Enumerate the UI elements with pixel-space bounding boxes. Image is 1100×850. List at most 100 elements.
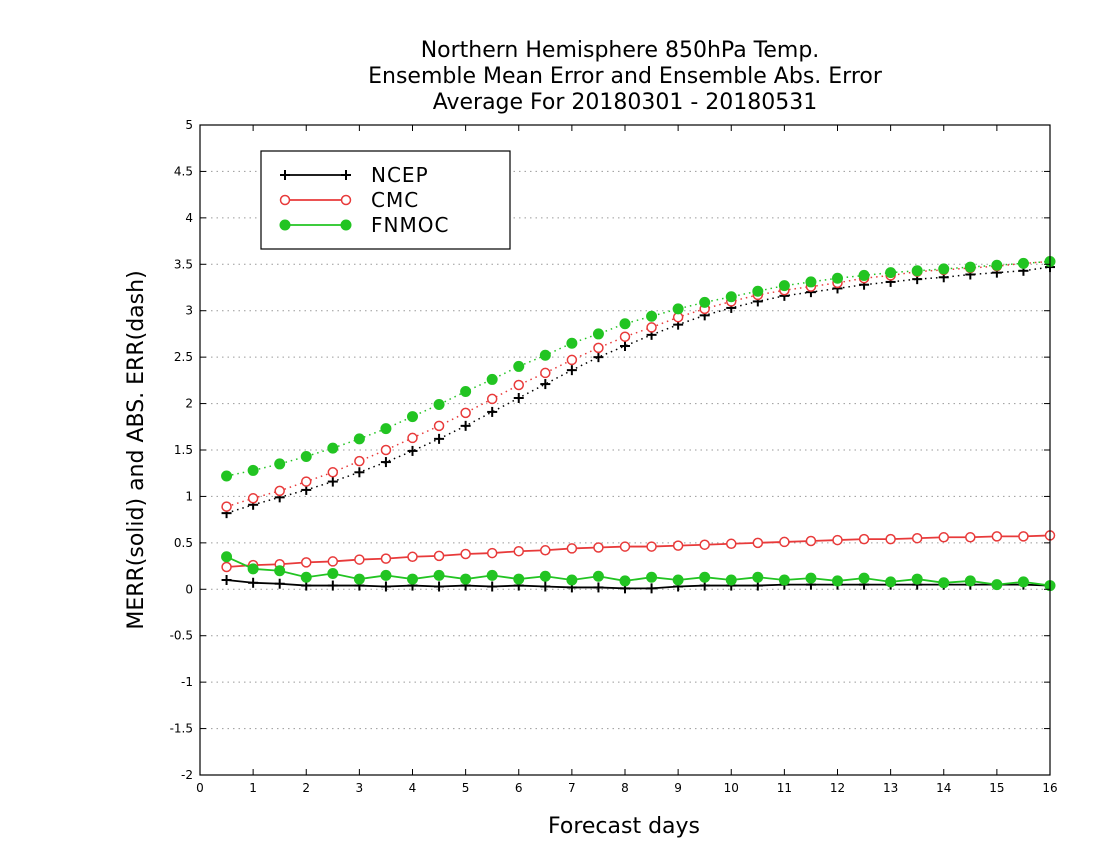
data-point-fnmoc-merr xyxy=(858,572,870,584)
x-tick-label: 6 xyxy=(515,781,523,795)
data-point-fnmoc-abs-err xyxy=(672,303,684,315)
data-point-ncep-merr xyxy=(540,581,551,592)
legend-marker xyxy=(279,219,291,231)
data-point-cmc-merr xyxy=(433,550,445,562)
data-point-fnmoc-abs-err xyxy=(911,265,923,277)
series-layer xyxy=(221,256,1056,594)
x-tick-label: 7 xyxy=(568,781,576,795)
series-line-cmc-abs-err xyxy=(226,260,1051,508)
data-point-fnmoc-merr xyxy=(486,569,498,581)
data-point-cmc-merr xyxy=(699,539,710,550)
data-point-cmc-abs-err xyxy=(486,393,498,405)
data-point-fnmoc-merr xyxy=(672,574,684,586)
data-point-fnmoc-abs-err xyxy=(460,386,472,397)
data-point-fnmoc-merr xyxy=(460,573,472,585)
x-tick-label: 14 xyxy=(936,781,951,795)
data-point-fnmoc-abs-err xyxy=(752,285,764,297)
data-point-ncep-merr xyxy=(434,581,445,592)
data-point-cmc-abs-err xyxy=(460,407,471,419)
series-line-ncep-abs-err xyxy=(226,266,1051,514)
data-point-ncep-merr xyxy=(380,581,391,592)
data-point-fnmoc-merr xyxy=(247,563,259,575)
y-axis-ticks: 5 4.5 4 3.5 3 2.5 2 1.5 1 0.5 0 -0.5 -1 -1.5 -2 xyxy=(170,118,1050,782)
data-point-cmc-abs-err xyxy=(566,354,578,366)
data-point-fnmoc-merr xyxy=(964,575,976,587)
data-point-cmc-merr xyxy=(991,531,1003,542)
data-point-fnmoc-merr xyxy=(407,573,418,585)
y-tick-label: 0.5 xyxy=(174,536,193,550)
data-point-cmc-merr xyxy=(327,556,339,567)
data-point-ncep-abs-err xyxy=(407,445,418,456)
data-point-cmc-abs-err xyxy=(593,342,604,354)
data-point-ncep-abs-err xyxy=(354,467,365,478)
legend-label: NCEP xyxy=(371,163,429,187)
title-line-1: Northern Hemisphere 850hPa Temp. xyxy=(421,38,820,63)
data-point-fnmoc-abs-err xyxy=(407,411,418,423)
data-point-fnmoc-abs-err xyxy=(725,291,737,303)
series-line-cmc-merr xyxy=(226,534,1051,568)
data-point-ncep-abs-err xyxy=(380,457,391,468)
y-tick-label: 0 xyxy=(185,582,193,596)
x-tick-label: 5 xyxy=(462,781,470,795)
y-tick-label: 1.5 xyxy=(174,443,193,457)
data-point-fnmoc-merr xyxy=(327,568,339,579)
data-point-cmc-merr xyxy=(885,533,896,545)
data-point-fnmoc-abs-err xyxy=(592,328,604,340)
data-point-fnmoc-abs-err xyxy=(274,458,286,470)
data-point-cmc-merr xyxy=(779,536,790,548)
data-point-cmc-abs-err xyxy=(327,467,339,478)
x-tick-label: 12 xyxy=(830,781,845,795)
x-tick-label: 0 xyxy=(196,781,204,795)
data-point-fnmoc-merr xyxy=(805,572,817,584)
data-point-fnmoc-abs-err xyxy=(327,442,339,454)
data-point-ncep-abs-err xyxy=(540,379,551,390)
x-tick-label: 4 xyxy=(409,781,417,795)
data-point-cmc-merr xyxy=(486,547,498,559)
data-point-ncep-merr xyxy=(221,575,232,585)
legend-marker xyxy=(340,194,352,206)
data-point-cmc-abs-err xyxy=(301,476,312,487)
data-point-fnmoc-merr xyxy=(699,571,711,583)
data-point-ncep-abs-err xyxy=(487,406,498,417)
data-point-fnmoc-merr xyxy=(778,574,790,586)
data-point-fnmoc-merr xyxy=(353,573,365,585)
data-point-fnmoc-merr xyxy=(725,574,737,586)
data-point-fnmoc-abs-err xyxy=(566,337,578,349)
x-axis-label: Forecast days xyxy=(548,814,700,839)
data-point-cmc-abs-err xyxy=(540,367,551,379)
y-tick-label: 1 xyxy=(185,489,193,503)
data-point-fnmoc-abs-err xyxy=(991,259,1003,271)
data-point-cmc-merr xyxy=(1018,531,1029,542)
x-tick-label: 10 xyxy=(724,781,739,795)
data-point-fnmoc-merr xyxy=(566,574,578,586)
data-point-fnmoc-abs-err xyxy=(353,433,365,445)
legend-item-fnmoc: FNMOC xyxy=(279,213,449,237)
data-point-fnmoc-merr xyxy=(938,577,950,589)
data-point-cmc-abs-err xyxy=(619,331,631,342)
data-point-fnmoc-merr xyxy=(592,570,604,582)
data-point-cmc-merr xyxy=(301,557,312,568)
data-point-fnmoc-merr xyxy=(991,579,1003,591)
y-tick-label: 4 xyxy=(185,211,193,225)
data-point-cmc-merr xyxy=(938,532,949,543)
data-point-fnmoc-abs-err xyxy=(619,318,631,330)
data-point-cmc-abs-err xyxy=(433,420,445,432)
data-point-ncep-merr xyxy=(327,580,338,591)
data-point-ncep-merr xyxy=(646,583,657,594)
data-point-ncep-abs-err xyxy=(460,420,471,431)
data-point-fnmoc-abs-err xyxy=(539,349,551,361)
x-tick-label: 9 xyxy=(674,781,682,795)
data-point-ncep-abs-err xyxy=(620,341,630,351)
data-point-fnmoc-abs-err xyxy=(964,261,976,273)
data-point-fnmoc-abs-err xyxy=(221,470,233,482)
legend-label: FNMOC xyxy=(371,213,449,237)
data-point-cmc-merr xyxy=(566,543,578,554)
data-point-fnmoc-merr xyxy=(274,565,286,577)
data-point-cmc-merr xyxy=(726,538,737,550)
legend-item-cmc: CMC xyxy=(279,188,418,212)
data-point-ncep-merr xyxy=(274,578,285,589)
data-point-fnmoc-abs-err xyxy=(300,451,312,462)
